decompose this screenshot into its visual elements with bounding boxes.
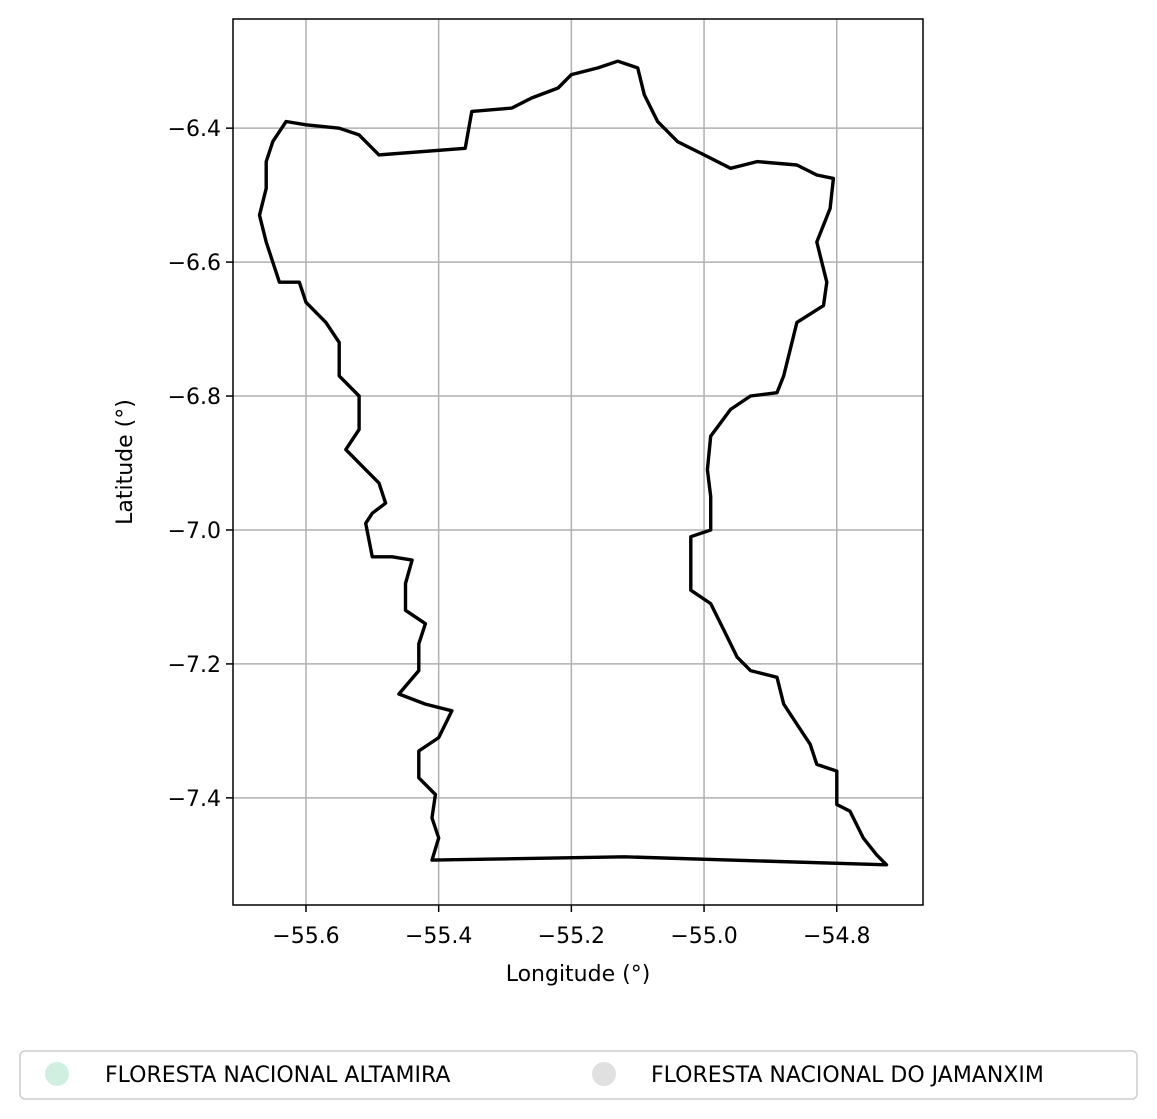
legend-frame	[19, 1050, 1138, 1100]
plot-frame	[232, 18, 924, 906]
legend-marker-jamanxim	[592, 1062, 616, 1086]
legend-label-jamanxim: FLORESTA NACIONAL DO JAMANXIM	[651, 1063, 1044, 1088]
y-tick-label: −6.4	[168, 117, 221, 142]
axis-ticks: −55.6 −55.4 −55.2 −55.0 −54.8 −6.4 −6.6 −6.8 −7.…	[168, 117, 871, 949]
x-tick-label: −55.6	[272, 924, 339, 949]
grid-lines	[233, 19, 923, 905]
y-tick-label: −7.0	[168, 519, 221, 544]
legend: FLORESTA NACIONAL ALTAMIRA FLORESTA NACI…	[19, 1050, 1138, 1100]
y-tick-label: −7.2	[168, 653, 221, 678]
x-tick-label: −55.2	[538, 924, 605, 949]
x-axis-label: Longitude (°)	[506, 962, 651, 987]
legend-label-altamira: FLORESTA NACIONAL ALTAMIRA	[105, 1063, 450, 1088]
x-tick-label: −55.4	[405, 924, 472, 949]
y-tick-label: −7.4	[168, 787, 221, 812]
y-tick-label: −6.6	[168, 251, 221, 276]
x-tick-label: −54.8	[803, 924, 870, 949]
y-axis-label: Latitude (°)	[113, 399, 138, 525]
y-tick-label: −6.8	[168, 385, 221, 410]
legend-marker-altamira	[45, 1062, 69, 1086]
x-tick-label: −55.0	[670, 924, 737, 949]
forest-boundary-outline	[257, 59, 889, 867]
